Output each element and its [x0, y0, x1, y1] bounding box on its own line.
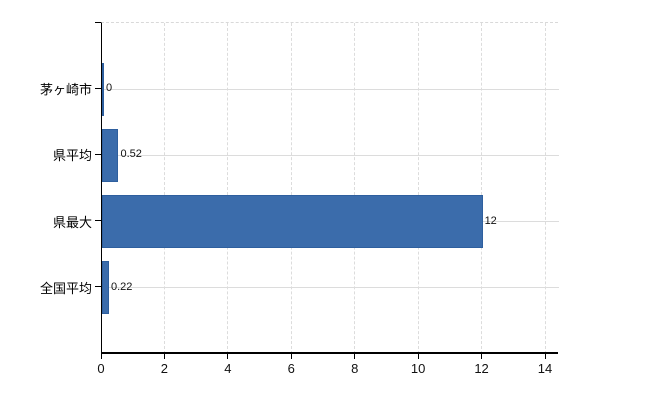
category-label: 県最大 — [52, 214, 92, 230]
x-axis-tick — [227, 353, 229, 359]
gridline-horizontal — [102, 88, 559, 90]
gridline-vertical — [417, 23, 419, 354]
x-axis-tick — [417, 353, 419, 359]
bar — [102, 261, 109, 315]
x-tick-label: 8 — [351, 361, 359, 376]
bar — [102, 195, 483, 249]
x-tick-label: 10 — [410, 361, 426, 376]
gridline-vertical — [481, 23, 483, 354]
gridline-horizontal — [102, 154, 559, 156]
x-axis-tick — [290, 353, 292, 359]
x-tick-label: 2 — [160, 361, 169, 376]
y-axis-tick — [95, 286, 101, 288]
x-axis-tick — [100, 353, 102, 359]
x-tick-label: 6 — [287, 361, 295, 376]
x-tick-label: 14 — [537, 361, 553, 376]
gridline-vertical — [544, 23, 546, 354]
x-tick-label: 12 — [474, 361, 489, 376]
value-label: 12 — [484, 214, 497, 227]
category-label: 全国平均 — [39, 280, 92, 296]
y-axis-top-tick — [95, 22, 101, 23]
x-tick-label: 4 — [224, 361, 232, 376]
gridline-vertical — [354, 23, 356, 354]
gridline-vertical — [227, 23, 229, 354]
value-label: 0.52 — [120, 148, 142, 161]
x-axis-tick — [163, 353, 165, 359]
gridline-vertical — [163, 23, 165, 354]
gridline-vertical — [290, 23, 292, 354]
x-tick-label: 0 — [97, 361, 105, 376]
value-label: 0.22 — [110, 280, 133, 293]
plot-area — [101, 22, 559, 354]
y-axis-tick — [95, 87, 101, 89]
value-label: 0 — [106, 82, 113, 95]
x-axis-line — [101, 352, 558, 354]
x-axis-tick — [481, 353, 483, 359]
y-axis-tick — [95, 220, 101, 222]
category-label: 県平均 — [52, 148, 92, 164]
x-axis-tick — [544, 353, 546, 359]
bar — [102, 128, 119, 182]
x-axis-tick — [354, 353, 356, 359]
gridline-horizontal — [102, 287, 559, 289]
category-label: 茅ヶ崎市 — [39, 82, 92, 98]
y-axis-tick — [95, 153, 101, 155]
bar — [102, 62, 104, 116]
